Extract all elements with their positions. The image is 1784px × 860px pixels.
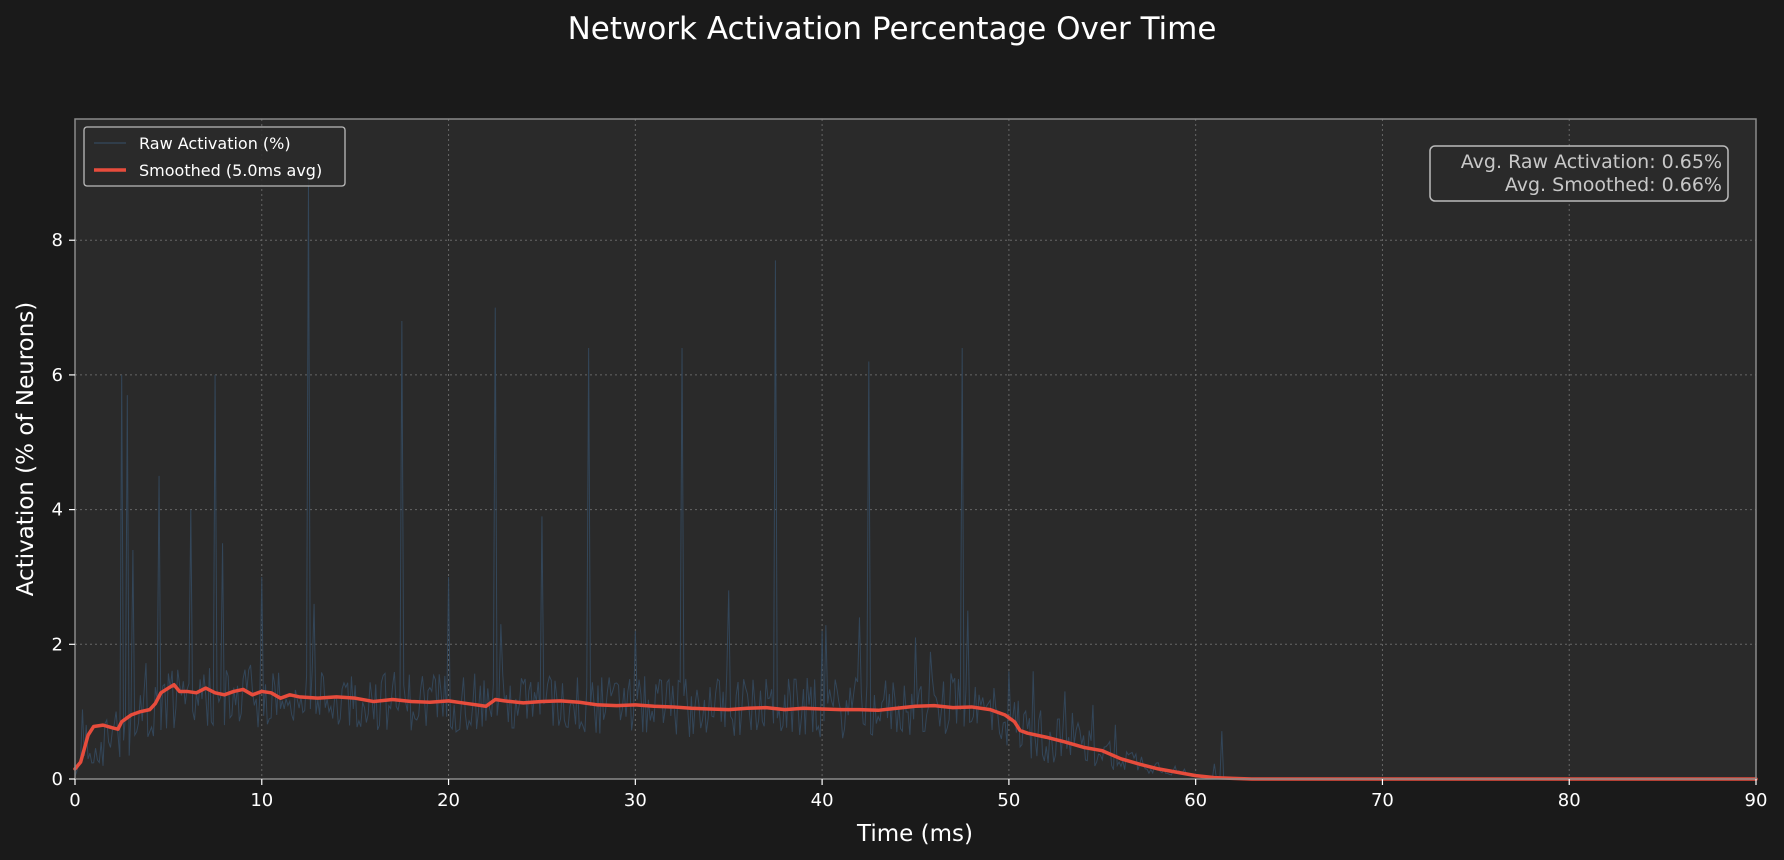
x-tick-label: 20 bbox=[437, 790, 460, 811]
y-axis-label: Activation (% of Neurons) bbox=[13, 302, 39, 597]
x-tick-label: 70 bbox=[1371, 790, 1394, 811]
stats-box bbox=[1429, 145, 1729, 202]
y-tick-label: 0 bbox=[52, 769, 63, 790]
legend-box bbox=[83, 126, 346, 187]
smoothed-activation-line bbox=[73, 682, 1758, 781]
grid bbox=[75, 119, 1756, 779]
smoothed-series bbox=[73, 682, 1758, 781]
x-tick-label: 10 bbox=[250, 790, 273, 811]
x-tick-label: 40 bbox=[811, 790, 834, 811]
chart-title: Network Activation Percentage Over Time bbox=[568, 11, 1217, 47]
y-tick-label: 8 bbox=[52, 230, 63, 251]
x-tick-label: 50 bbox=[997, 790, 1020, 811]
x-axis-ticks: 0 10 20 30 40 50 60 70 80 90 bbox=[69, 779, 1767, 811]
y-tick-label: 6 bbox=[52, 365, 63, 386]
legend: Raw Activation (%) Smoothed (5.0ms avg) bbox=[83, 126, 346, 187]
y-tick-label: 2 bbox=[52, 634, 63, 655]
legend-label-smoothed: Smoothed (5.0ms avg) bbox=[139, 161, 322, 180]
x-tick-label: 60 bbox=[1184, 790, 1207, 811]
stats-annotation: Avg. Raw Activation: 0.65% Avg. Smoothed… bbox=[1429, 145, 1729, 202]
x-tick-label: 90 bbox=[1745, 790, 1768, 811]
stats-line-raw: Avg. Raw Activation: 0.65% bbox=[1461, 151, 1722, 173]
x-tick-label: 80 bbox=[1558, 790, 1581, 811]
x-axis-label: Time (ms) bbox=[856, 821, 973, 847]
x-tick-label: 30 bbox=[624, 790, 647, 811]
y-axis-ticks: 0 2 4 6 8 bbox=[52, 230, 75, 790]
y-tick-label: 4 bbox=[52, 500, 63, 521]
plot-area bbox=[75, 119, 1756, 779]
stats-line-smoothed: Avg. Smoothed: 0.66% bbox=[1505, 174, 1722, 196]
x-tick-label: 0 bbox=[69, 790, 80, 811]
plot-frame bbox=[74, 118, 1757, 780]
legend-label-raw: Raw Activation (%) bbox=[139, 134, 291, 153]
